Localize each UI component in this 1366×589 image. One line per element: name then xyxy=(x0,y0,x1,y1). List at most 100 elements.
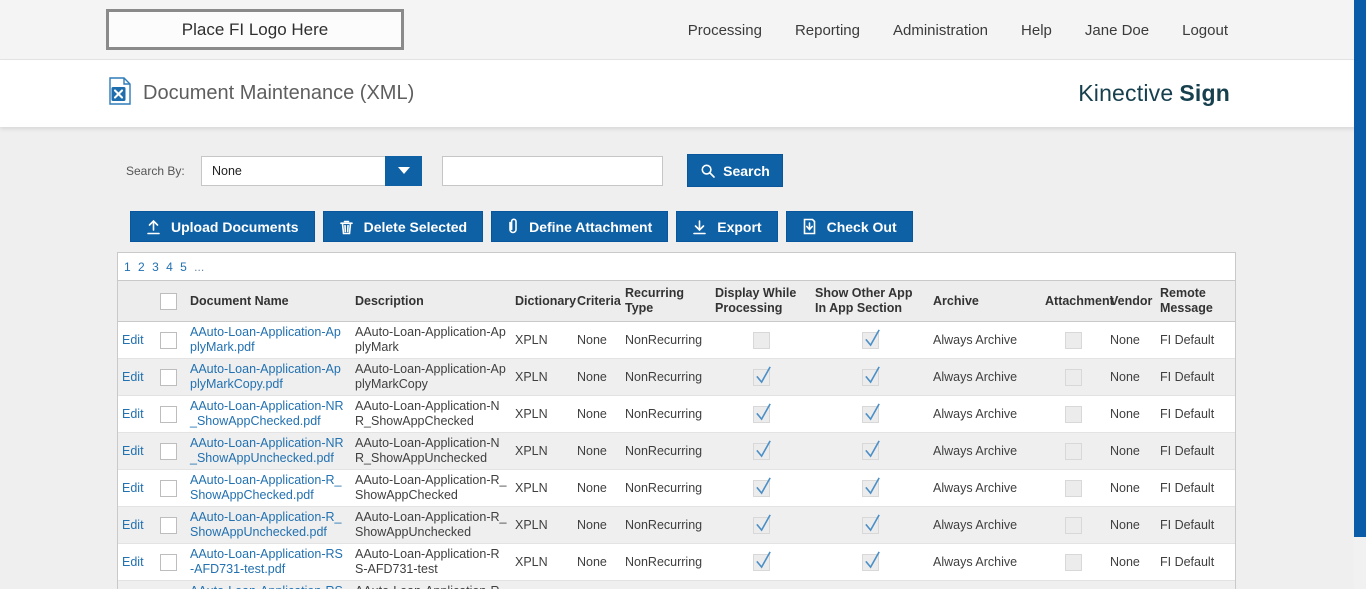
edit-link[interactable]: Edit xyxy=(122,517,144,532)
export-button[interactable]: Export xyxy=(676,211,778,242)
display-while-processing-checkbox[interactable] xyxy=(752,551,771,571)
criteria-cell xyxy=(573,581,621,589)
delete-selected-button[interactable]: Delete Selected xyxy=(322,211,484,242)
edit-link[interactable]: Edit xyxy=(122,406,144,421)
attachment-checkbox[interactable] xyxy=(1065,368,1082,386)
nav-reporting[interactable]: Reporting xyxy=(794,21,860,39)
show-other-app-checkbox[interactable] xyxy=(861,366,880,386)
main-content: Search By: None Search Upload Documents xyxy=(0,154,1366,589)
upload-documents-button[interactable]: Upload Documents xyxy=(130,211,315,242)
criteria-cell: None xyxy=(577,369,607,384)
attachment-checkbox[interactable] xyxy=(1065,405,1082,423)
attachment-checkbox[interactable] xyxy=(1065,479,1082,497)
display-while-processing-checkbox[interactable] xyxy=(752,403,771,423)
search-input[interactable] xyxy=(442,155,663,186)
nav-help[interactable]: Help xyxy=(1021,21,1052,39)
archive-cell xyxy=(929,581,1041,589)
page-link-5[interactable]: 5 xyxy=(180,260,187,274)
edit-link[interactable]: Edit xyxy=(122,554,144,569)
archive-cell: Always Archive xyxy=(933,517,1018,532)
vertical-scrollbar[interactable] xyxy=(1354,0,1366,589)
col-criteria: Criteria xyxy=(577,293,621,308)
document-name-link[interactable]: AAuto-Loan-Application-ApplyMarkCopy.pdf xyxy=(190,362,341,391)
search-by-dropdown[interactable]: None xyxy=(201,155,422,186)
table-header-row: Document Name Description Dictionary Cri… xyxy=(118,280,1235,322)
dictionary-cell: XPLN xyxy=(515,554,548,569)
check-out-button[interactable]: Check Out xyxy=(785,211,913,242)
display-while-processing-checkbox[interactable] xyxy=(752,514,771,534)
attachment-checkbox[interactable] xyxy=(1065,516,1082,534)
vendor-cell: None xyxy=(1110,443,1140,458)
attachment-checkbox[interactable] xyxy=(1065,553,1082,571)
select-all-checkbox[interactable] xyxy=(160,292,177,310)
criteria-cell: None xyxy=(577,517,607,532)
display-while-processing-checkbox[interactable] xyxy=(752,477,771,497)
row-select-checkbox[interactable] xyxy=(160,331,177,349)
table-row: Edit AAuto-Loan-Application-NR_ShowAppChe… xyxy=(118,395,1235,433)
show-other-app-checkbox[interactable] xyxy=(861,440,880,460)
define-attachment-button[interactable]: Define Attachment xyxy=(491,211,669,242)
edit-link[interactable]: Edit xyxy=(122,480,144,495)
col-show-other-app: Show Other App In App Section xyxy=(815,286,913,315)
document-name-link[interactable]: AAuto-Loan-Application-NR_ShowAppUncheck… xyxy=(190,436,344,465)
edit-link[interactable]: Edit xyxy=(122,369,144,384)
page-link-4[interactable]: 4 xyxy=(166,260,173,274)
table-body: Edit AAuto-Loan-Application-ApplyMark.pdf… xyxy=(118,321,1235,589)
page-link-2[interactable]: 2 xyxy=(138,260,145,274)
col-archive: Archive xyxy=(933,293,979,308)
show-other-app-checkbox[interactable] xyxy=(861,514,880,534)
dictionary-cell xyxy=(511,581,573,589)
nav-processing[interactable]: Processing xyxy=(687,21,762,39)
show-other-app-checkbox[interactable] xyxy=(861,551,880,571)
recurring-type-cell: NonRecurring xyxy=(625,369,703,384)
description-cell: AAuto-Loan-Application-ApplyMarkCopy xyxy=(355,362,506,391)
brand-logo: Kinective Sign xyxy=(1078,60,1230,127)
document-name-link[interactable]: AAuto-Loan-Application-R_ShowAppChecked.… xyxy=(190,473,342,502)
nav-administration[interactable]: Administration xyxy=(892,21,989,39)
vendor-cell: None xyxy=(1110,554,1140,569)
document-name-link[interactable]: AAuto-Loan-Application-ApplyMark.pdf xyxy=(190,325,341,354)
edit-link[interactable]: Edit xyxy=(122,443,144,458)
dropdown-toggle-button[interactable] xyxy=(385,155,422,186)
display-while-processing-checkbox[interactable] xyxy=(752,366,771,386)
remote-message-cell: FI Default xyxy=(1160,369,1215,384)
edit-link[interactable]: Edit xyxy=(122,332,144,347)
description-cell: AAuto-Loan-Application-R_ShowAppUnchecke… xyxy=(355,510,507,539)
document-name-link[interactable]: AAuto-Loan-Application-RS- xyxy=(190,584,347,589)
show-other-app-checkbox[interactable] xyxy=(861,477,880,497)
description-cell: AAuto-Loan-Application-R_ShowAppChecked xyxy=(355,473,507,502)
row-select-checkbox[interactable] xyxy=(160,479,177,497)
display-while-processing-checkbox[interactable] xyxy=(752,331,770,349)
row-select-checkbox[interactable] xyxy=(160,442,177,460)
row-select-checkbox[interactable] xyxy=(160,516,177,534)
dictionary-cell: XPLN xyxy=(515,332,548,347)
attachment-checkbox[interactable] xyxy=(1065,442,1082,460)
row-select-checkbox[interactable] xyxy=(160,553,177,571)
criteria-cell: None xyxy=(577,332,607,347)
attachment-checkbox[interactable] xyxy=(1065,331,1082,349)
pagination: 1 2 3 4 5 ... xyxy=(118,253,1235,280)
remote-message-cell: FI Default xyxy=(1160,554,1215,569)
display-while-processing-checkbox[interactable] xyxy=(752,440,771,460)
page-link-3[interactable]: 3 xyxy=(152,260,159,274)
page-title: Document Maintenance (XML) xyxy=(143,82,415,104)
row-select-checkbox[interactable] xyxy=(160,405,177,423)
vendor-cell: None xyxy=(1110,406,1140,421)
show-other-app-checkbox[interactable] xyxy=(861,329,880,349)
search-by-selected-value: None xyxy=(212,163,242,178)
row-select-checkbox[interactable] xyxy=(160,368,177,386)
nav-user-jane-doe[interactable]: Jane Doe xyxy=(1084,21,1150,39)
page-link-1[interactable]: 1 xyxy=(124,260,131,274)
check-out-icon xyxy=(803,218,815,235)
show-other-app-checkbox[interactable] xyxy=(861,403,880,423)
document-name-link[interactable]: AAuto-Loan-Application-NR_ShowAppChecked… xyxy=(190,399,344,428)
trash-icon xyxy=(339,220,353,234)
document-name-link[interactable]: AAuto-Loan-Application-R_ShowAppUnchecke… xyxy=(190,510,342,539)
recurring-type-cell: NonRecurring xyxy=(625,554,703,569)
remote-message-cell xyxy=(1156,581,1235,589)
search-by-label: Search By: xyxy=(126,163,185,178)
nav-logout[interactable]: Logout xyxy=(1182,21,1228,39)
document-name-link[interactable]: AAuto-Loan-Application-RS-AFD731-test.pd… xyxy=(190,547,343,576)
search-button[interactable]: Search xyxy=(687,154,783,187)
scrollbar-thumb[interactable] xyxy=(1354,0,1366,537)
